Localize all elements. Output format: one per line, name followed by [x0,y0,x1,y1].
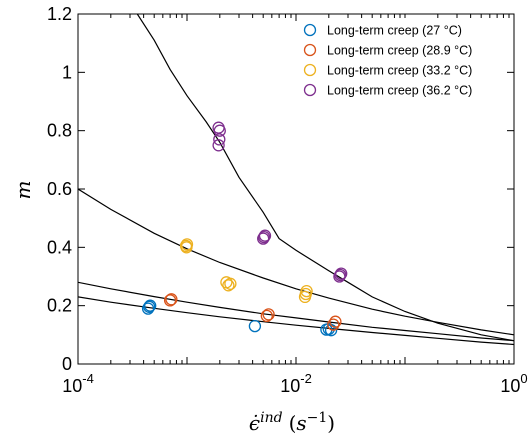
data-point-series-2 [327,318,340,331]
data-point-series-2 [329,315,342,328]
data-point-series-3 [220,276,233,289]
fit-curve-2 [78,281,514,342]
y-tick-label: 0.8 [47,121,72,141]
fit-curve-1 [78,296,514,346]
legend-marker-series-1 [303,23,317,37]
legend-marker-series-4 [303,83,317,97]
x-tick-label: 10-4 [62,371,94,396]
y-tick-label: 0.4 [47,237,72,257]
data-point-series-4 [333,270,346,283]
legend: Long-term creep (27 °C) Long-term creep (… [297,18,504,102]
legend-marker-series-2 [303,43,317,57]
data-point-series-4 [335,267,348,280]
data-point-series-4 [258,229,272,242]
data-point-series-1 [143,300,156,313]
data-point-series-1 [248,319,262,333]
data-point-series-3 [222,279,235,292]
data-point-series-1 [141,302,155,315]
data-point-series-3 [299,287,312,301]
data-point-series-2 [260,309,273,323]
x-tick-label: 100 [500,371,527,396]
legend-label-series-4: Long-term creep (36.2 °C) [327,84,472,98]
data-point-series-4 [213,133,226,146]
fit-curves [78,14,514,346]
data-point-series-3 [179,239,193,253]
y-tick-label: 0 [62,354,72,374]
data-points [141,121,348,337]
legend-marker-series-3 [303,63,317,77]
fit-curve-3 [78,188,514,336]
x-tick-label: 10-2 [280,371,312,396]
x-axis: 10-4 10-2 100 [62,14,528,396]
y-tick-label: 0.6 [47,179,72,199]
data-point-series-4 [257,232,270,245]
fit-curve-4 [136,14,514,342]
x-axis-label: ϵ̇ind (s−1) [249,410,335,435]
data-point-series-4 [212,139,225,152]
legend-box [297,18,504,102]
legend-label-series-3: Long-term creep (33.2 °C) [327,64,472,78]
legend-label-series-2: Long-term creep (28.9 °C) [327,44,472,58]
data-point-series-2 [165,293,178,306]
data-point-series-2 [163,294,177,307]
y-tick-label: 1 [62,62,72,82]
legend-label-series-1: Long-term creep (27 °C) [327,24,462,38]
data-point-series-3 [180,238,194,251]
data-point-series-4 [213,124,226,137]
data-point-series-2 [262,308,275,321]
data-point-series-4 [257,230,271,244]
data-point-series-4 [334,268,347,282]
y-axis-label: m [11,181,35,200]
y-tick-label: 1.2 [47,4,72,24]
y-axis: 0 0.2 0.4 0.6 0.8 1 1.2 [47,4,514,374]
data-point-series-1 [144,299,157,312]
y-tick-label: 0.2 [47,296,72,316]
